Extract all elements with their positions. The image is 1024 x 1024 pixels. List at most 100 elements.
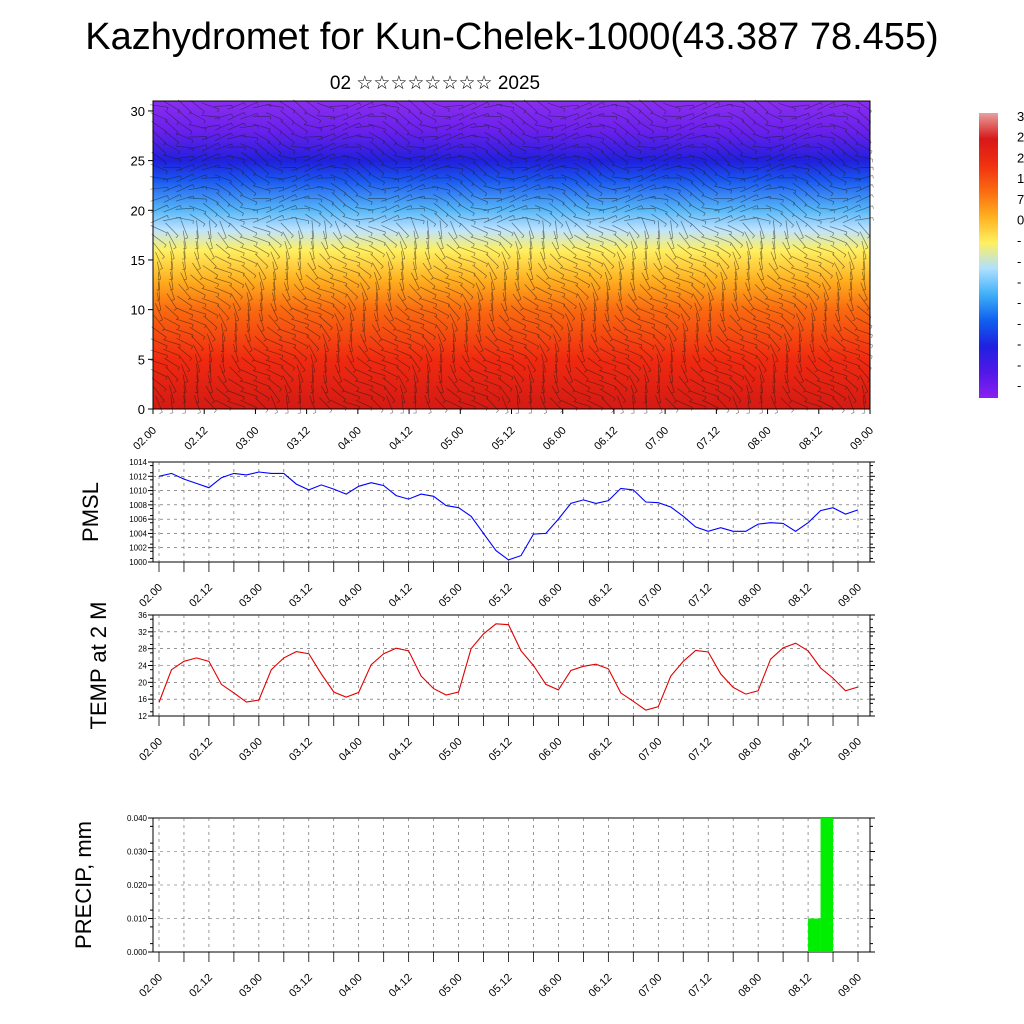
x-tick-label: 02.00 <box>131 425 159 453</box>
colorbar-label: 0 <box>1017 212 1024 227</box>
colorbar: 3 2 2 1 7 0 - - - - - - - - <box>979 109 1024 398</box>
chart-subtitle: 02 ☆☆☆☆☆☆☆☆ 2025 <box>329 73 541 94</box>
y-tick-label: 0.020 <box>127 881 148 890</box>
y-axis-title: PRECIP, mm <box>71 821 96 949</box>
x-tick-label: 02.12 <box>187 582 215 610</box>
x-tick-label: 05.12 <box>490 425 518 453</box>
y-tick-label: 25 <box>131 154 145 169</box>
colorbar-label: - <box>1017 254 1021 269</box>
colorbar-label: - <box>1017 295 1021 310</box>
y-tick-label: 5 <box>138 352 145 367</box>
x-tick-label: 05.12 <box>487 736 515 764</box>
colorbar-label: - <box>1017 233 1021 248</box>
x-tick-label: 07.00 <box>643 425 671 453</box>
y-tick-label: 0.030 <box>127 848 148 857</box>
x-tick-label: 09.00 <box>848 425 876 453</box>
x-tick-label: 04.00 <box>337 582 365 610</box>
x-tick-label: 06.12 <box>587 582 615 610</box>
series-line <box>158 471 859 561</box>
colorbar-label: - <box>1017 378 1021 393</box>
colorbar-label: - <box>1017 316 1021 331</box>
x-tick-label: 05.00 <box>438 425 466 453</box>
colorbar-label: 2 <box>1017 150 1024 165</box>
x-tick-label: 07.00 <box>636 736 664 764</box>
x-tick-label: 05.12 <box>487 972 515 1000</box>
x-tick-label: 03.12 <box>287 972 315 1000</box>
x-tick-label: 07.12 <box>695 425 723 453</box>
x-tick-label: 03.00 <box>237 582 265 610</box>
y-tick-label: 1012 <box>129 472 147 481</box>
x-tick-label: 03.12 <box>287 582 315 610</box>
x-tick-label: 04.00 <box>336 425 364 453</box>
panel-frame <box>152 461 871 563</box>
x-tick-label: 02.12 <box>187 972 215 1000</box>
x-tick-label: 06.12 <box>587 736 615 764</box>
colorbar-label: - <box>1017 337 1021 352</box>
x-tick-label: 08.00 <box>736 736 764 764</box>
y-tick-label: 0.040 <box>127 814 148 823</box>
x-tick-label: 09.00 <box>836 972 864 1000</box>
x-tick-label: 03.00 <box>237 972 265 1000</box>
x-tick-label: 05.12 <box>487 582 515 610</box>
x-tick-label: 02.00 <box>137 582 165 610</box>
x-tick-label: 07.00 <box>636 972 664 1000</box>
y-tick-label: 30 <box>131 104 145 119</box>
x-tick-label: 07.00 <box>636 582 664 610</box>
x-tick-label: 08.12 <box>786 972 814 1000</box>
x-tick-label: 08.00 <box>736 972 764 1000</box>
x-tick-label: 02.12 <box>182 425 210 453</box>
x-tick-label: 05.00 <box>437 972 465 1000</box>
x-tick-label: 06.00 <box>537 582 565 610</box>
x-tick-label: 03.12 <box>285 425 313 453</box>
series-line <box>158 623 859 711</box>
wind-barb-paths <box>150 99 874 414</box>
y-tick-label: 16 <box>138 695 147 704</box>
y-tick-label: 28 <box>138 645 147 654</box>
colorbar-label: 7 <box>1017 192 1024 207</box>
x-tick-label: 08.00 <box>736 582 764 610</box>
y-tick-label: 1010 <box>129 487 147 496</box>
x-tick-label: 06.12 <box>587 972 615 1000</box>
x-tick-label: 07.12 <box>686 972 714 1000</box>
x-tick-label: 04.12 <box>387 972 415 1000</box>
x-tick-label: 04.00 <box>337 736 365 764</box>
x-tick-label: 04.12 <box>387 425 415 453</box>
x-tick-label: 03.00 <box>237 736 265 764</box>
y-tick-label: 1000 <box>129 558 147 567</box>
x-tick-label: 08.12 <box>786 582 814 610</box>
x-tick-label: 09.00 <box>836 582 864 610</box>
chart-title: Kazhydromet for Kun-Chelek-1000(43.387 7… <box>85 16 939 58</box>
colorbar-label: 3 <box>1017 109 1024 124</box>
y-tick-label: 1004 <box>129 529 147 538</box>
y-tick-label: 20 <box>131 203 145 218</box>
y-tick-label: 1014 <box>129 458 147 467</box>
temp-panel: 12 16 20 24 28 32 36 02.00 02.12 03.00 03.12 04.00 0… <box>86 602 875 764</box>
y-axis-title: PMSL <box>78 482 103 542</box>
x-tick-label: 04.12 <box>387 736 415 764</box>
y-axis-title: TEMP at 2 M <box>86 602 111 730</box>
cross-section-panel: 0 5 10 15 20 25 30 02.00 02.12 03.00 03.12 04.00 04.… <box>131 99 876 453</box>
y-tick-label: 1006 <box>129 515 147 524</box>
y-tick-label: 1008 <box>129 501 147 510</box>
precip-bar <box>808 918 821 952</box>
y-tick-label: 1002 <box>129 544 147 553</box>
wind-barbs <box>150 99 874 414</box>
x-tick-label: 08.00 <box>746 425 774 453</box>
x-tick-label: 03.12 <box>287 736 315 764</box>
x-tick-label: 02.00 <box>137 736 165 764</box>
y-tick-label: 36 <box>138 611 147 620</box>
x-tick-label: 04.00 <box>337 972 365 1000</box>
x-tick-label: 05.00 <box>437 582 465 610</box>
x-tick-label: 07.12 <box>686 582 714 610</box>
colorbar-fill <box>979 113 998 398</box>
y-tick-label: 10 <box>131 303 145 318</box>
pmsl-panel: 1000 1002 1004 1006 1008 1010 1012 1014 02.00 02.… <box>78 458 875 610</box>
colorbar-label: - <box>1017 275 1021 290</box>
x-tick-label: 08.12 <box>797 425 825 453</box>
x-tick-label: 03.00 <box>234 425 262 453</box>
y-tick-label: 0.000 <box>127 948 148 957</box>
x-tick-label: 07.12 <box>686 736 714 764</box>
y-tick-label: 24 <box>138 662 147 671</box>
precip-bar <box>820 818 834 952</box>
